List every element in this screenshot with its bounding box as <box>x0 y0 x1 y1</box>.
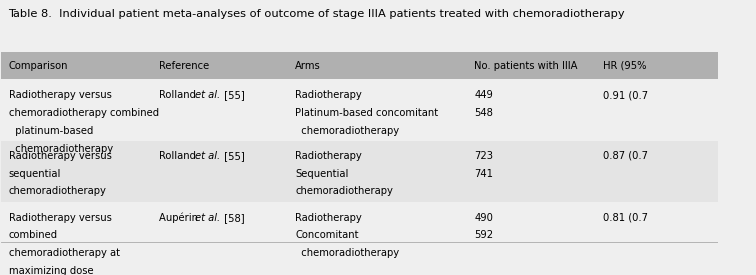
Text: Comparison: Comparison <box>8 61 68 71</box>
Text: Radiotherapy: Radiotherapy <box>295 151 362 161</box>
FancyBboxPatch shape <box>2 81 718 141</box>
Text: platinum-based: platinum-based <box>8 126 93 136</box>
Text: chemoradiotherapy: chemoradiotherapy <box>295 248 399 258</box>
Text: [55]: [55] <box>222 151 245 161</box>
Text: et al.: et al. <box>195 151 220 161</box>
Text: 0.87 (0.7: 0.87 (0.7 <box>603 151 649 161</box>
Text: chemoradiotherapy combined: chemoradiotherapy combined <box>8 108 159 118</box>
Text: Sequential: Sequential <box>295 169 349 178</box>
Text: et al.: et al. <box>195 213 220 222</box>
Text: [55]: [55] <box>222 90 245 100</box>
FancyBboxPatch shape <box>2 203 718 264</box>
Text: Aupérin: Aupérin <box>159 213 201 223</box>
Text: chemoradiotherapy: chemoradiotherapy <box>295 126 399 136</box>
Text: Radiotherapy versus: Radiotherapy versus <box>8 213 111 222</box>
Text: 0.81 (0.7: 0.81 (0.7 <box>603 213 649 222</box>
Text: Rolland: Rolland <box>159 90 199 100</box>
Text: Radiotherapy versus: Radiotherapy versus <box>8 90 111 100</box>
Text: Radiotherapy: Radiotherapy <box>295 90 362 100</box>
Text: chemoradiotherapy: chemoradiotherapy <box>295 186 393 196</box>
Text: Radiotherapy versus: Radiotherapy versus <box>8 151 111 161</box>
Text: Platinum-based concomitant: Platinum-based concomitant <box>295 108 438 118</box>
Text: Radiotherapy: Radiotherapy <box>295 213 362 222</box>
Text: sequential: sequential <box>8 169 61 178</box>
Text: Rolland: Rolland <box>159 151 199 161</box>
Text: et al.: et al. <box>195 90 220 100</box>
Text: combined: combined <box>8 230 57 240</box>
Text: No. patients with IIIA: No. patients with IIIA <box>474 61 578 71</box>
Text: 592: 592 <box>474 230 494 240</box>
Text: chemoradiotherapy: chemoradiotherapy <box>8 144 113 153</box>
Text: chemoradiotherapy: chemoradiotherapy <box>8 186 107 196</box>
Text: Concomitant: Concomitant <box>295 230 358 240</box>
Text: 741: 741 <box>474 169 494 178</box>
Text: chemoradiotherapy at: chemoradiotherapy at <box>8 248 119 258</box>
Text: HR (95%: HR (95% <box>603 61 647 71</box>
Text: Arms: Arms <box>295 61 321 71</box>
Text: 723: 723 <box>474 151 494 161</box>
Text: Reference: Reference <box>159 61 209 71</box>
FancyBboxPatch shape <box>2 141 718 202</box>
Text: 449: 449 <box>474 90 493 100</box>
Text: 548: 548 <box>474 108 493 118</box>
Text: [58]: [58] <box>222 213 245 222</box>
Text: 0.91 (0.7: 0.91 (0.7 <box>603 90 649 100</box>
Text: Table 8.  Individual patient meta-analyses of outcome of stage IIIA patients tre: Table 8. Individual patient meta-analyse… <box>8 9 625 19</box>
FancyBboxPatch shape <box>2 52 718 79</box>
Text: 490: 490 <box>474 213 493 222</box>
Text: maximizing dose: maximizing dose <box>8 266 93 275</box>
